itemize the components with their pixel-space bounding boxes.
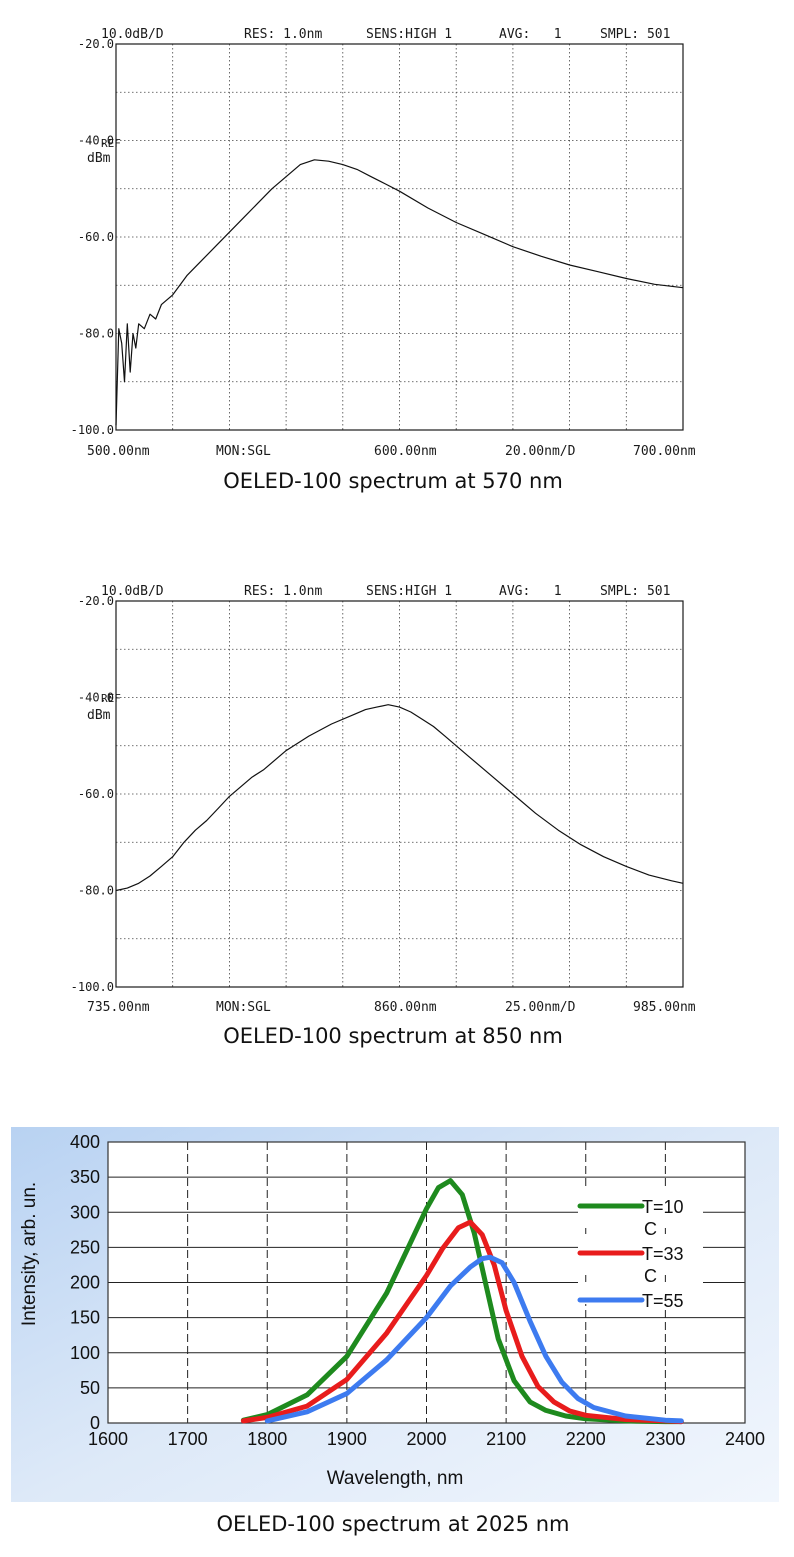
osa-footer-stop: 985.00nm xyxy=(633,1000,696,1015)
intensity-chart-2025nm: 1600 1700 1800 1900 2000 2100 2200 2300 2400 0 50 1… xyxy=(11,1127,779,1536)
osa-header-scale: 10.0dB/D xyxy=(101,27,164,42)
y-tick-label: -60.0 xyxy=(78,787,114,801)
y-tick-label: -20.0 xyxy=(78,37,114,51)
x-tick-label: 1800 xyxy=(247,1429,287,1449)
x-tick-label: 2200 xyxy=(566,1429,606,1449)
y-tick-label: 400 xyxy=(70,1132,100,1152)
spectrum-trace xyxy=(115,704,684,892)
y-tick-label: 350 xyxy=(70,1167,100,1187)
x-tick-label: 2300 xyxy=(645,1429,685,1449)
osa-header-avg: AVG: 1 xyxy=(499,584,562,599)
y-tick-label: -80.0 xyxy=(78,884,114,898)
osa-ref-label: REF xyxy=(101,137,121,150)
chart-caption: OELED-100 spectrum at 850 nm xyxy=(223,1024,563,1048)
legend-label: T=55 xyxy=(642,1291,684,1311)
osa-unit-label: dBm xyxy=(87,708,111,723)
osa-footer-center: 600.00nm xyxy=(374,444,437,459)
osa-footer-start: 735.00nm xyxy=(87,1000,150,1015)
y-tick-label: -100.0 xyxy=(71,423,114,437)
series-line xyxy=(240,1178,684,1425)
y-tick-label: -40.0 xyxy=(78,134,114,148)
x-tick-label: 1900 xyxy=(327,1429,367,1449)
x-tick-label: 1700 xyxy=(168,1429,208,1449)
series-line xyxy=(240,1219,684,1425)
y-axis-label: Intensity, arb. un. xyxy=(19,1182,40,1326)
legend-label: T=10 xyxy=(642,1197,684,1217)
x-tick-label: 2000 xyxy=(406,1429,446,1449)
plot-frame xyxy=(107,1141,746,1424)
osa-header-smpl: SMPL: 501 xyxy=(600,584,670,599)
legend-label: C xyxy=(644,1266,657,1286)
y-tick-label: 200 xyxy=(70,1273,100,1293)
osa-header-scale: 10.0dB/D xyxy=(101,584,164,599)
osa-footer-mon: MON:SGL xyxy=(216,1000,271,1015)
y-tick-label: -80.0 xyxy=(78,327,114,341)
osa-footer-span: 20.00nm/D xyxy=(505,444,576,459)
osa-header-smpl: SMPL: 501 xyxy=(600,27,670,42)
y-tick-label: -20.0 xyxy=(78,594,114,608)
y-tick-label: -40.0 xyxy=(78,691,114,705)
x-tick-label: 2400 xyxy=(725,1429,765,1449)
osa-frame xyxy=(115,600,684,988)
y-tick-label: 300 xyxy=(70,1202,100,1222)
osa-footer-stop: 700.00nm xyxy=(633,444,696,459)
chart-caption: OELED-100 spectrum at 570 nm xyxy=(223,469,563,493)
y-tick-label: 150 xyxy=(70,1308,100,1328)
y-tick-label: 250 xyxy=(70,1237,100,1257)
osa-chart-570nm: -20.0 -40.0 -60.0 -80.0 -100.0 10.0dB/D RES:… xyxy=(71,27,696,493)
y-tick-label: -100.0 xyxy=(71,980,114,994)
y-tick-label: 50 xyxy=(80,1378,100,1398)
series-line xyxy=(264,1254,684,1424)
legend-label: T=33 xyxy=(642,1244,684,1264)
osa-header-sens: SENS:HIGH 1 xyxy=(366,584,452,599)
spectrum-trace xyxy=(115,159,684,426)
osa-unit-label: dBm xyxy=(87,151,111,166)
y-tick-label: -60.0 xyxy=(78,230,114,244)
osa-footer-start: 500.00nm xyxy=(87,444,150,459)
osa-header-avg: AVG: 1 xyxy=(499,27,562,42)
chart-caption: OELED-100 spectrum at 2025 nm xyxy=(217,1512,570,1536)
osa-ref-label: REF xyxy=(101,692,121,705)
osa-footer-center: 860.00nm xyxy=(374,1000,437,1015)
osa-footer-mon: MON:SGL xyxy=(216,444,271,459)
osa-header-res: RES: 1.0nm xyxy=(244,584,322,599)
osa-frame xyxy=(115,43,684,431)
legend-label: C xyxy=(644,1219,657,1239)
x-tick-label: 1600 xyxy=(88,1429,128,1449)
osa-chart-850nm: -20.0 -40.0 -60.0 -80.0 -100.0 10.0dB/D RES:… xyxy=(71,584,696,1048)
x-tick-label: 2100 xyxy=(486,1429,526,1449)
osa-header-sens: SENS:HIGH 1 xyxy=(366,27,452,42)
osa-header-res: RES: 1.0nm xyxy=(244,27,322,42)
osa-footer-span: 25.00nm/D xyxy=(505,1000,576,1015)
y-tick-label: 100 xyxy=(70,1343,100,1363)
x-axis-label: Wavelength, nm xyxy=(327,1468,464,1489)
y-tick-label: 0 xyxy=(90,1413,100,1433)
